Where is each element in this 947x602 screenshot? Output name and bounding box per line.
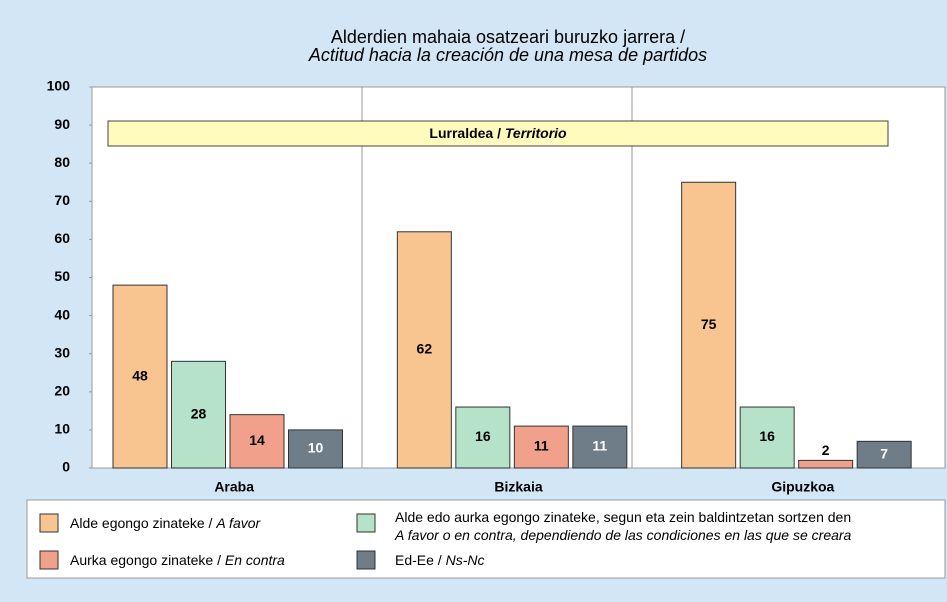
value-label: 11 <box>534 438 549 454</box>
plot-area <box>91 86 946 469</box>
bar <box>455 406 511 469</box>
value-label: 14 <box>249 432 265 448</box>
bar <box>229 414 285 469</box>
legend-swatch <box>39 550 59 570</box>
bar <box>288 429 343 469</box>
legend-box <box>26 499 946 579</box>
legend-label: Alde edo aurka egongo zinateke, segun et… <box>394 509 852 543</box>
bar <box>396 231 452 469</box>
legend-label: Ed-Ee / Ns-Nc <box>395 552 484 568</box>
x-tick-label: Bizkaia <box>494 479 542 495</box>
y-tick-label: 20 <box>54 383 70 399</box>
value-label: 62 <box>417 341 433 357</box>
y-tick-label: 30 <box>54 344 70 360</box>
banner: Lurraldea / Territorio <box>429 125 567 141</box>
y-tick-label: 80 <box>54 154 70 170</box>
value-label: 10 <box>308 440 324 456</box>
y-tick-label: 90 <box>54 116 70 132</box>
x-tick-label: Araba <box>214 479 254 495</box>
legend-label: Aurka egongo zinateke / En contra <box>70 552 285 568</box>
value-label: 28 <box>191 405 207 421</box>
y-tick-label: 100 <box>47 78 71 94</box>
bar <box>856 440 912 469</box>
bar <box>798 459 854 469</box>
y-tick-label: 70 <box>54 192 70 208</box>
value-label: 16 <box>475 428 491 444</box>
bar <box>681 181 737 469</box>
x-tick-label: Gipuzkoa <box>771 479 834 495</box>
y-tick-label: 60 <box>54 230 70 246</box>
value-label: 11 <box>592 438 607 454</box>
banner-box <box>107 120 889 147</box>
value-label: 48 <box>132 367 148 383</box>
legend-label: Alde egongo zinateke / A favor <box>70 515 262 531</box>
bar <box>739 406 795 469</box>
y-tick-label: 0 <box>62 459 70 475</box>
y-tick-label: 40 <box>54 306 70 322</box>
value-label: 75 <box>701 316 717 332</box>
value-label: 7 <box>880 445 888 461</box>
bar <box>513 425 569 469</box>
legend-swatch <box>356 550 376 570</box>
y-tick-label: 10 <box>54 421 70 437</box>
legend-swatch <box>39 513 59 533</box>
value-label: 2 <box>822 442 830 458</box>
bar <box>171 360 226 469</box>
value-label: 16 <box>759 428 775 444</box>
legend-swatch <box>356 513 376 533</box>
chart-title: Alderdien mahaia osatzeari buruzko jarre… <box>308 27 707 65</box>
bar <box>112 284 168 469</box>
bar <box>572 425 628 469</box>
y-tick-label: 50 <box>54 268 70 284</box>
